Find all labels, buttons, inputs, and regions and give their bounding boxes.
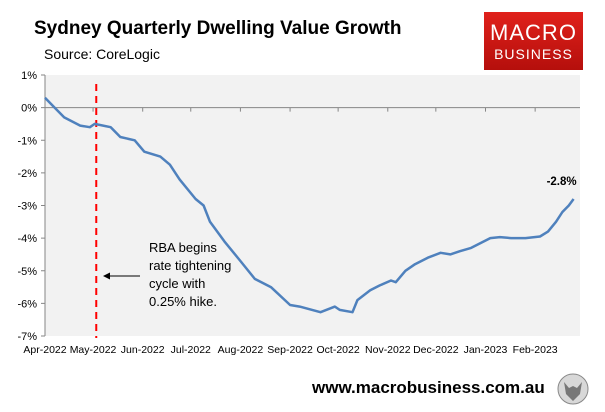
x-tick-label: Jan-2023 bbox=[464, 344, 508, 356]
y-tick-label: -1% bbox=[17, 135, 37, 147]
logo-line2: BUSINESS bbox=[494, 46, 573, 62]
x-tick-label: Aug-2022 bbox=[218, 344, 264, 356]
x-tick-label: Oct-2022 bbox=[317, 344, 360, 356]
arrow-head bbox=[103, 272, 110, 280]
footer-url[interactable]: www.macrobusiness.com.au bbox=[312, 378, 545, 397]
y-tick-label: -7% bbox=[17, 331, 37, 343]
annotation-text: RBA begins bbox=[149, 240, 217, 255]
x-tick-label: Sep-2022 bbox=[267, 344, 313, 356]
y-tick-label: -3% bbox=[17, 201, 37, 213]
chart: 1% 0% -1% -2% -3% -4% -5% -6% -7%Apr-2022 May-202… bbox=[17, 70, 580, 356]
x-tick-label: Nov-2022 bbox=[365, 344, 411, 356]
y-tick-label: -6% bbox=[17, 298, 37, 310]
y-tick-label: -2% bbox=[17, 168, 37, 180]
y-tick-label: 1% bbox=[21, 70, 37, 82]
end-value-label: -2.8% bbox=[547, 176, 577, 188]
y-tick-label: 0% bbox=[21, 103, 37, 115]
x-tick-label: Jun-2022 bbox=[121, 344, 165, 356]
chart-title: Sydney Quarterly Dwelling Value Growth bbox=[34, 18, 402, 39]
x-tick-label: Feb-2023 bbox=[513, 344, 558, 356]
x-tick-label: Apr-2022 bbox=[23, 344, 66, 356]
series-line bbox=[44, 96, 575, 314]
wolf-icon bbox=[557, 373, 589, 405]
plot-area bbox=[45, 75, 580, 336]
macrobusiness-logo: MACRO BUSINESS bbox=[484, 12, 583, 70]
annotation-text: rate tightening bbox=[149, 258, 231, 273]
annotation-text: cycle with bbox=[149, 276, 205, 291]
chart-source: Source: CoreLogic bbox=[44, 46, 160, 62]
y-tick-label: -4% bbox=[17, 233, 37, 245]
x-tick-label: May-2022 bbox=[70, 344, 117, 356]
y-tick-label: -5% bbox=[17, 266, 37, 278]
logo-line1: MACRO bbox=[490, 20, 577, 45]
x-tick-label: Jul-2022 bbox=[171, 344, 211, 356]
annotation-text: 0.25% hike. bbox=[149, 294, 217, 309]
x-tick-label: Dec-2022 bbox=[413, 344, 459, 356]
